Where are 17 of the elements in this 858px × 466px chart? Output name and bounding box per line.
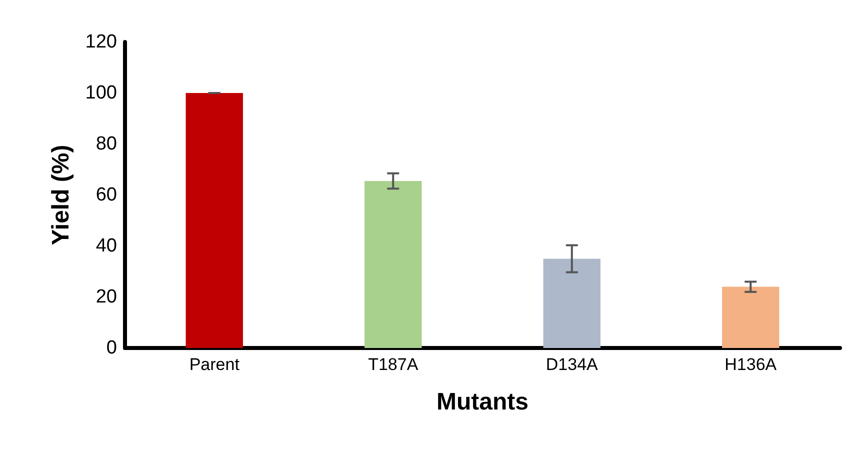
x-tick-label: T187A: [368, 355, 419, 374]
bar: [543, 258, 600, 348]
x-tick-label: Parent: [189, 355, 240, 374]
y-tick-label: 20: [96, 286, 117, 308]
x-axis-title: Mutants: [436, 388, 528, 416]
y-tick-label: 100: [85, 82, 117, 104]
y-tick-label: 60: [96, 184, 117, 206]
y-tick-label: 120: [85, 32, 117, 52]
x-tick-label: H136A: [724, 355, 778, 374]
y-axis-title: Yield (%): [48, 144, 74, 246]
x-tick-label: D134A: [546, 355, 599, 374]
bar: [722, 286, 780, 348]
y-tick-label: 40: [96, 236, 117, 256]
bar: [186, 93, 243, 348]
bar: [364, 180, 422, 348]
y-tick-label: 0: [106, 338, 117, 358]
y-tick-label: 80: [96, 134, 117, 154]
